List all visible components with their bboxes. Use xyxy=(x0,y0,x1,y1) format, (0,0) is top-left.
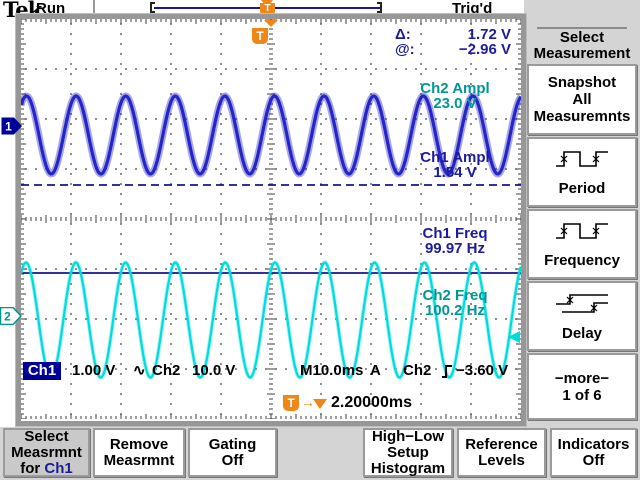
trigger-slope-icon xyxy=(442,365,452,378)
trigger-level: −3.60 V xyxy=(456,362,509,379)
menu-item-period[interactable]: Period xyxy=(527,137,637,207)
button-reference-levels[interactable]: Reference Levels xyxy=(457,428,546,477)
cursor-delta-value: 1.72 V xyxy=(467,26,511,43)
trigger-source: Ch2 xyxy=(403,362,432,379)
button-indicators-label: Indicators Off xyxy=(557,435,630,469)
measurement-ch1-ampl: Ch1 Ampl 1.54 V xyxy=(420,149,490,181)
delay-waveform-icon xyxy=(556,293,608,313)
trigger-mode: A xyxy=(370,362,381,379)
menu-item-frequency-label: Frequency xyxy=(544,251,620,269)
button-high-low-setup[interactable]: High−Low Setup Histogram xyxy=(363,428,453,477)
trigger-position-bar-marker-icon: T xyxy=(260,3,275,15)
trigger-status: Trig'd xyxy=(452,0,493,17)
frequency-waveform-icon xyxy=(556,222,608,239)
ch2-scale: 10.0 V xyxy=(192,362,236,379)
button-select-measrmnt-channel-line: for Ch1 xyxy=(20,459,73,477)
menu-item-delay-label: Delay xyxy=(561,324,603,342)
waveform-display xyxy=(21,19,521,419)
top-separator xyxy=(93,0,95,14)
button-indicators[interactable]: Indicators Off xyxy=(550,428,637,477)
button-select-measrmnt[interactable]: Select Measrmnt for Ch1 xyxy=(3,428,90,477)
ch2-label: Ch2 xyxy=(152,362,181,379)
menu-item-more[interactable]: −more− 1 of 6 xyxy=(527,353,637,420)
ch1-position-marker: 1 xyxy=(1,117,22,135)
button-remove-measrmnt[interactable]: Remove Measrmnt xyxy=(93,428,185,477)
trigger-position-marker-icon: T xyxy=(252,28,268,44)
period-waveform-icon xyxy=(556,150,608,167)
acquisition-status: Run xyxy=(36,0,66,17)
menu-item-snapshot-label: Snapshot All Measuremnts xyxy=(533,74,631,125)
menu-item-period-label: Period xyxy=(558,179,606,197)
cursor-readout: Δ: 1.72 V @: −2.96 V xyxy=(395,27,511,57)
timebase: M10.0ms xyxy=(300,362,364,379)
delay-marker-icon: T xyxy=(283,395,299,411)
ch2-position-marker: 2 xyxy=(0,307,22,325)
button-gating-label: Gating Off xyxy=(208,435,257,469)
button-gating[interactable]: Gating Off xyxy=(188,428,277,477)
cursor-at-value: −2.96 V xyxy=(458,41,511,58)
measurement-ch2-ampl: Ch2 Ampl 23.0 V xyxy=(420,80,490,112)
button-reference-levels-label: Reference Levels xyxy=(465,435,538,469)
ch1-scale: 1.00 V xyxy=(72,362,116,379)
record-view-left-bracket xyxy=(150,2,155,13)
delay-arrow-icon: → xyxy=(301,394,315,410)
button-high-low-setup-label: High−Low Setup Histogram xyxy=(370,427,446,477)
measurement-ch2-freq: Ch2 Freq 100.2 Hz xyxy=(422,287,488,319)
cursor-at-label: @: xyxy=(395,41,415,58)
menu-item-delay[interactable]: Delay xyxy=(527,281,637,351)
menu-item-frequency[interactable]: Frequency xyxy=(527,209,637,279)
delay-triangle-icon xyxy=(313,399,327,409)
svg-text:2: 2 xyxy=(4,310,11,324)
menu-title: Select Measurement xyxy=(533,29,631,62)
menu-item-snapshot[interactable]: Snapshot All Measuremnts xyxy=(527,64,637,135)
measurement-ch1-freq: Ch1 Freq 99.97 Hz xyxy=(422,225,488,257)
delay-value: 2.20000ms xyxy=(331,394,412,411)
svg-text:1: 1 xyxy=(5,120,12,134)
record-view-right-bracket xyxy=(377,2,382,13)
ch1-coupling-icon: ∿ xyxy=(133,362,146,379)
cursor-delta-label: Δ: xyxy=(395,26,411,43)
button-select-measrmnt-label: Select Measrmnt xyxy=(11,427,82,461)
ch1-scale-badge: Ch1 xyxy=(23,362,61,380)
menu-title-divider xyxy=(537,27,627,29)
button-remove-measrmnt-label: Remove Measrmnt xyxy=(103,435,175,469)
menu-item-more-label: −more− 1 of 6 xyxy=(554,369,610,404)
